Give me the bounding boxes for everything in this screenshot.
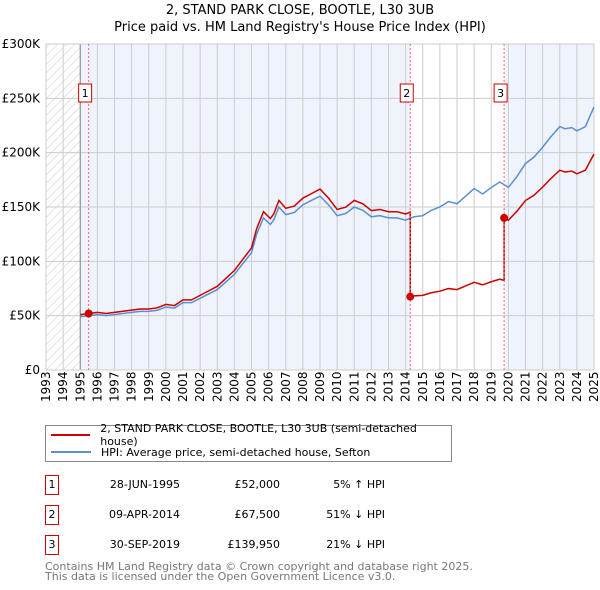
x-tick-label: 2024 (570, 371, 584, 402)
x-tick-label: 2004 (227, 371, 241, 402)
x-tick-label: 1996 (90, 371, 104, 402)
x-tick-label: 2009 (313, 371, 327, 402)
sale-number-badge: 1 (45, 475, 59, 495)
y-tick-label: £150K (2, 200, 42, 214)
sale-label-box (493, 83, 508, 103)
x-tick-label: 2020 (501, 371, 515, 402)
legend-item-hpi: HPI: Average price, semi-detached house,… (46, 444, 370, 460)
x-tick-label: 2021 (519, 371, 533, 402)
sale-row: 3 30-SEP-2019 £139,950 21% ↓ HPI (45, 535, 405, 555)
x-tick-label: 2023 (553, 371, 567, 402)
sale-hpi-diff: 21% ↓ HPI (326, 538, 385, 551)
x-tick-label: 2001 (176, 371, 190, 402)
x-tick-label: 2014 (399, 371, 413, 402)
legend-swatch-property (51, 434, 91, 436)
sale-point (406, 292, 415, 301)
x-tick-label: 2008 (296, 371, 310, 402)
sale-date: 09-APR-2014 (108, 508, 180, 521)
sale-row: 1 28-JUN-1995 £52,000 5% ↑ HPI (45, 475, 405, 495)
hpi-line (80, 106, 595, 318)
x-tick-label: 2005 (245, 371, 259, 402)
x-tick-label: 2018 (467, 371, 481, 402)
footer-copyright: Contains HM Land Registry data © Crown c… (45, 560, 473, 573)
x-tick-label: 1993 (39, 371, 53, 402)
price-chart: 1993 1994 1995 1996 1997 1998 1999 2000 2001 2002… (2, 37, 600, 402)
sale-price: £67,500 (234, 508, 281, 521)
sale-date: 28-JUN-1995 (109, 478, 180, 491)
footer-licence: This data is licensed under the Open Gov… (45, 570, 396, 583)
x-tick-label: 2012 (364, 371, 378, 402)
x-tick-label: 2003 (210, 371, 224, 402)
y-tick-label: £300K (2, 37, 42, 51)
x-tick-label: 2006 (262, 371, 276, 402)
y-tick-label: £100K (2, 254, 42, 268)
sale-hpi-diff: 5% ↑ HPI (333, 478, 385, 491)
y-tick-label: £50K (9, 309, 41, 323)
sale-date: 30-SEP-2019 (109, 538, 180, 551)
plot-frame (45, 43, 595, 371)
x-tick-label: 2025 (587, 371, 600, 402)
x-tick-label: 2022 (536, 371, 550, 402)
chart-title: 2, STAND PARK CLOSE, BOOTLE, L30 3UB (165, 3, 435, 18)
x-tick-label: 2000 (159, 371, 173, 402)
x-tick-label: 2007 (279, 371, 293, 402)
sale-number-badge: 3 (45, 535, 59, 555)
chart-subtitle: Price paid vs. HM Land Registry's House … (114, 20, 486, 35)
legend-swatch-hpi (51, 451, 91, 453)
sale-label-box (78, 83, 93, 103)
legend: 2, STAND PARK CLOSE, BOOTLE, L30 3UB (se… (45, 422, 452, 462)
y-tick-label: £0 (25, 363, 40, 377)
x-tick-label: 1998 (125, 371, 139, 402)
x-tick-label: 1994 (56, 371, 70, 402)
x-tick-label: 1997 (108, 371, 122, 402)
sale-label-number: 1 (82, 87, 89, 100)
x-tick-label: 2010 (330, 371, 344, 402)
x-tick-label: 2017 (450, 371, 464, 402)
x-tick-label: 2015 (416, 371, 430, 402)
y-tick-label: £200K (2, 146, 42, 160)
property-line (80, 153, 595, 316)
sale-point (84, 309, 93, 318)
x-tick-label: 1995 (73, 371, 87, 402)
legend-label-hpi: HPI: Average price, semi-detached house,… (101, 445, 371, 459)
legend-label-property: 2, STAND PARK CLOSE, BOOTLE, L30 3UB (se… (100, 422, 417, 448)
x-tick-label: 2011 (347, 371, 361, 402)
sale-label-number: 2 (403, 87, 410, 100)
x-tick-label: 1999 (142, 371, 156, 402)
sale-point (500, 213, 509, 222)
x-tick-label: 2016 (433, 371, 447, 402)
x-tick-label: 2013 (382, 371, 396, 402)
sale-row: 2 09-APR-2014 £67,500 51% ↓ HPI (45, 505, 405, 525)
sale-label-number: 3 (497, 87, 504, 100)
sale-label-box (399, 83, 414, 103)
y-tick-label: £250K (2, 91, 42, 105)
x-tick-label: 2019 (484, 371, 498, 402)
sale-price: £139,950 (227, 538, 281, 551)
sale-number-badge: 2 (45, 505, 59, 525)
sale-price: £52,000 (234, 478, 281, 491)
x-tick-label: 2002 (193, 371, 207, 402)
sale-hpi-diff: 51% ↓ HPI (326, 508, 385, 521)
legend-item-property: 2, STAND PARK CLOSE, BOOTLE, L30 3UB (se… (46, 422, 451, 448)
